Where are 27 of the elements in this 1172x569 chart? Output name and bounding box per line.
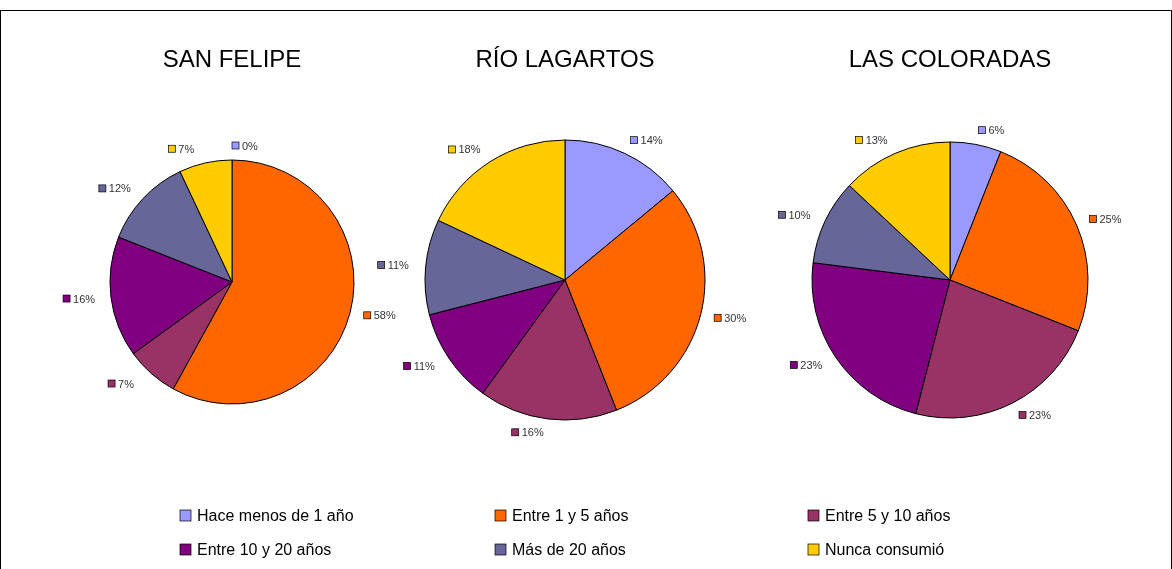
data-label: 11% — [387, 259, 410, 272]
data-label: 58% — [373, 309, 396, 322]
legend-label: Hace menos de 1 año — [197, 507, 354, 524]
data-label: 30% — [724, 311, 747, 324]
legend-label: Entre 5 y 10 años — [825, 507, 951, 524]
data-label: 18% — [458, 143, 481, 156]
legend-label: Entre 1 y 5 años — [512, 507, 629, 524]
data-label: 16% — [521, 426, 544, 439]
data-label: 7% — [178, 142, 195, 155]
data-label: 12% — [108, 182, 132, 195]
chart-title: LAS COLORADAS — [848, 45, 1052, 72]
legend-label: Nunca consumió — [825, 541, 945, 558]
data-label: 23% — [800, 358, 823, 371]
legend-label: Más de 20 años — [512, 541, 626, 558]
data-label: 23% — [1029, 408, 1052, 421]
data-label: 10% — [788, 208, 811, 221]
chart-title: SAN FELIPE — [162, 45, 302, 72]
data-label: 13% — [865, 134, 888, 146]
data-label: 25% — [1099, 213, 1122, 226]
legend-label: Entre 10 y 20 años — [197, 541, 332, 558]
data-label: 11% — [413, 360, 436, 373]
data-label: 6% — [988, 124, 1005, 137]
chart-title: RÍO LAGARTOS — [475, 45, 655, 72]
text: 0% — [242, 139, 258, 152]
data-label: 16% — [73, 292, 96, 305]
data-label: 7% — [118, 377, 135, 390]
data-label: 14% — [640, 134, 663, 147]
